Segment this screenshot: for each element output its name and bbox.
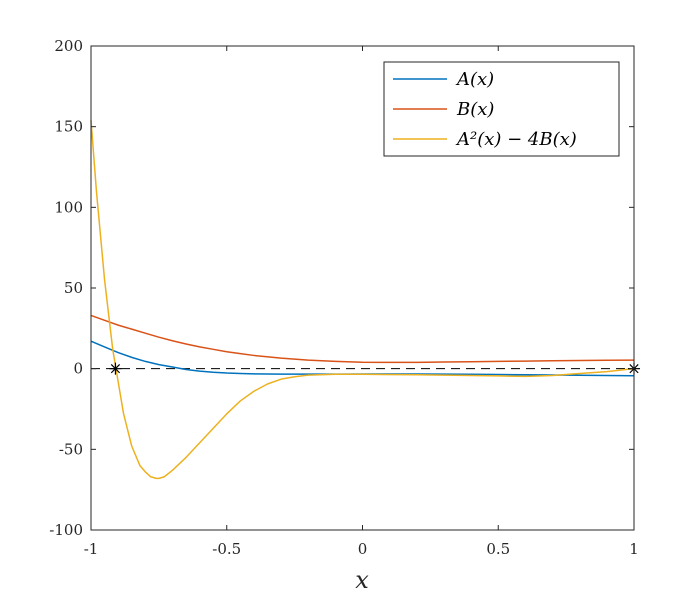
x-tick-label: 1 (629, 540, 639, 558)
x-tick-label: -0.5 (212, 540, 241, 558)
series-line-3 (90, 120, 635, 480)
y-tick-label: 200 (54, 37, 83, 55)
x-tick-label: 0 (358, 540, 368, 558)
x-tick-label: -1 (84, 540, 99, 558)
series-layer (90, 120, 635, 480)
y-tick-label: -50 (59, 440, 83, 458)
tick-layer: -1 -0.5 0 0.5 1 -100 -50 0 50 100 150 200 (49, 37, 638, 558)
x-tick-label: 0.5 (486, 540, 510, 558)
y-tick-label: 150 (54, 118, 83, 136)
y-tick-label: -100 (49, 521, 83, 539)
y-tick-label: 0 (73, 360, 83, 378)
series-line-2 (90, 314, 635, 364)
legend-label-3: A²(x) − 4B(x) (455, 129, 577, 150)
x-axis-title: x (355, 566, 369, 594)
root-marker-1 (109, 362, 122, 375)
legend-label-2: B(x) (456, 99, 494, 120)
y-tick-label: 100 (54, 198, 83, 216)
y-tick-label: 50 (64, 279, 83, 297)
series-line-1 (90, 340, 635, 377)
legend-label-1: A(x) (455, 69, 494, 90)
legend: A(x) B(x) A²(x) − 4B(x) (383, 61, 620, 157)
